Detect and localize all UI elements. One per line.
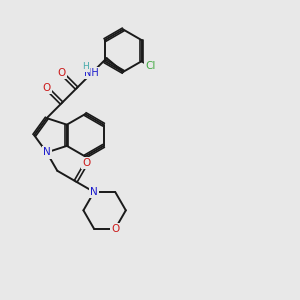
Text: Cl: Cl [145,61,156,71]
Text: N: N [90,187,98,197]
Text: N: N [43,147,51,158]
Text: NH: NH [84,68,99,78]
Text: O: O [58,68,66,78]
Text: O: O [82,158,90,168]
Text: H: H [82,62,88,71]
Text: O: O [111,224,119,234]
Text: O: O [43,83,51,93]
